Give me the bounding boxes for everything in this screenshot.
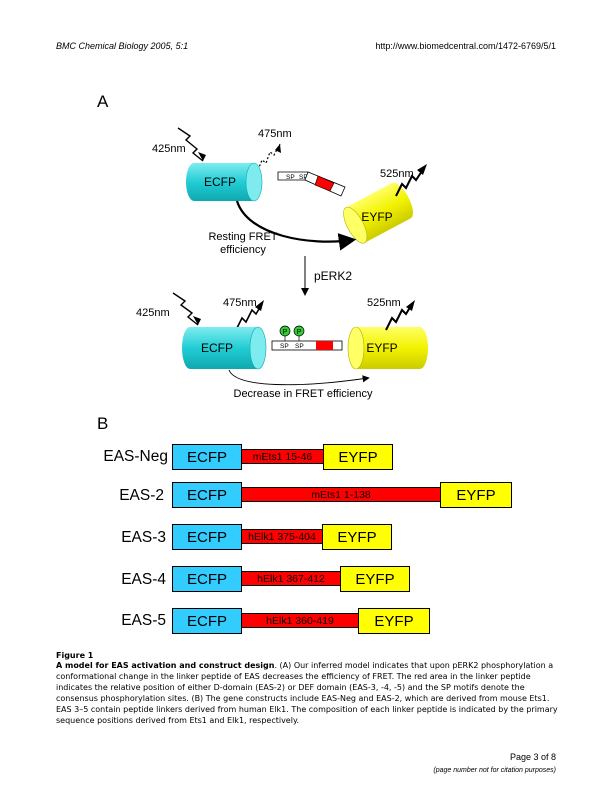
top-eyfp-barrel [343,182,413,244]
quenched-emission-wave-icon [257,143,281,171]
journal-citation: BMC Chemical Biology 2005, 5:1 [56,41,188,51]
journal-year-volume: 2005, 5:1 [150,41,189,51]
construct-name: EAS-2 [119,487,164,504]
linker-domain: hElk1 360-419 [242,613,358,628]
top-linker: SP SP [277,171,346,197]
construct-name: EAS-Neg [103,448,168,465]
phospho-label-1: P [283,329,288,336]
figure-label: Figure 1 [56,651,94,660]
phospho-label-2: P [297,329,302,336]
bottom-acceptor-label: EYFP [366,341,397,355]
fret-transfer-arrow [235,200,357,251]
bottom-eyfp-barrel: EYFP [347,326,428,370]
eyfp-domain: EYFP [323,444,393,470]
top-eyfp-emission-arrowhead-icon [417,164,427,175]
quenched-emission-arrowhead-icon [275,144,281,153]
panel-b-label: B [97,414,109,433]
phospho-group-icon [293,325,305,337]
bottom-eyfp-emission-wave-icon [385,303,413,331]
resting-fret-label-line1: Resting FRET [208,231,277,243]
top-linker-sp2: SP [299,174,308,181]
figure-caption-body: . (A) Our inferred model indicates that … [56,661,558,725]
panel-a-label: A [97,92,109,111]
ecfp-domain: ECFP [172,444,242,470]
journal-url[interactable]: http://www.biomedcentral.com/1472-6769/5… [375,41,556,51]
linker-domain: mEts1 15-46 [242,449,323,464]
figure-caption: A model for EAS activation and construct… [56,660,561,726]
ecfp-domain: ECFP [172,524,242,550]
construct-name: EAS-5 [121,612,166,629]
perk2-label: pERK2 [314,269,352,283]
top-acceptor-label: EYFP [361,210,392,224]
construct-name: EAS-3 [121,529,166,546]
top-donor-label: ECFP [204,175,236,189]
bottom-excitation-wave-icon [172,292,199,326]
bottom-excitation-label: 425nm [136,307,170,319]
bottom-ecfp-barrel: ECFP [182,326,267,370]
decreased-fret-arrow [228,369,370,386]
linker-domain: mEts1 1-138 [242,487,440,502]
page-number: Page 3 of 8 [509,752,556,762]
bottom-eyfp-emission-arrowhead-icon [406,300,415,311]
bottom-ecfp-emission-label: 475nm [223,297,257,309]
bottom-ecfp-emission-arrowhead-icon [255,300,264,311]
resting-fret-label-line2: efficiency [220,244,266,256]
figure-title: A model for EAS activation and construct… [56,661,275,670]
ecfp-domain: ECFP [172,482,242,508]
bottom-eyfp-emission-label: 525nm [367,297,401,309]
linker-domain: hElk1 375-404 [242,529,322,544]
excitation-wave-icon [177,127,204,162]
bottom-linker: SP SP P P [271,325,343,351]
ecfp-domain: ECFP [172,608,242,634]
linker-domain: hElk1 367-412 [242,571,340,586]
ecfp-domain: ECFP [172,566,242,592]
top-eyfp-emission-wave-icon [395,167,425,197]
eyfp-domain: EYFP [440,482,512,508]
top-eyfp-emission-label: 525nm [380,168,414,180]
top-linker-sp1: SP [286,174,295,181]
top-ecfp-barrel: ECFP [186,162,263,202]
bottom-donor-label: ECFP [201,341,233,355]
journal-name: BMC Chemical Biology [56,41,149,51]
construct-name: EAS-4 [121,571,166,588]
bottom-linker-sp2: SP [295,343,304,350]
top-ecfp-emission-label: 475nm [258,128,292,140]
eyfp-domain: EYFP [322,524,392,550]
top-excitation-label: 425nm [152,143,186,155]
panel-a-diagram: A 425nm 475nm ECFP SP SP EYFP 525nm Rest… [97,92,428,400]
decrease-fret-label: Decrease in FRET efficiency [234,388,373,400]
citation-note: (page number not for citation purposes) [433,767,556,774]
bottom-linker-sp1: SP [280,343,289,350]
eyfp-domain: EYFP [358,608,430,634]
eyfp-domain: EYFP [340,566,410,592]
excitation-arrowhead-icon [198,152,206,161]
bottom-ecfp-emission-wave-icon [235,303,263,331]
phospho-group-icon [279,325,291,337]
bottom-excitation-arrowhead-icon [193,316,201,325]
